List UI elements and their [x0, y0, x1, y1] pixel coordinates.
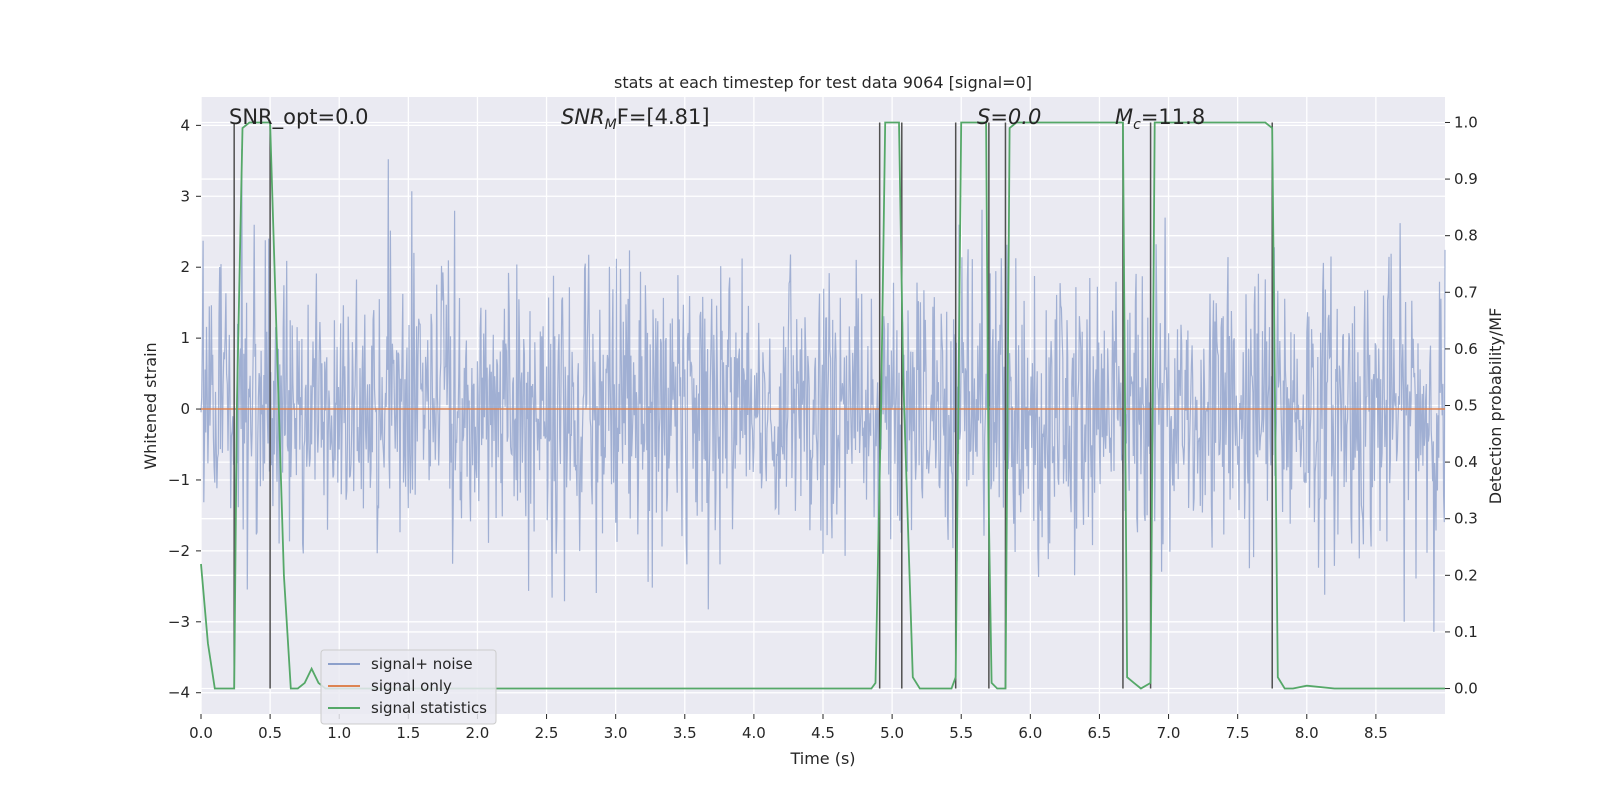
x-tick-label: 0.5	[258, 724, 282, 742]
y2-tick-label: 0.1	[1454, 623, 1478, 641]
noise-series	[200, 149, 1446, 632]
annotation-snr-mf: SNRMF=[4.81]	[561, 105, 710, 133]
y2-tick-label: 0.0	[1454, 680, 1478, 698]
y-axis-label: Whitened strain	[141, 342, 160, 469]
annotation-snr-mf-sub: M	[605, 117, 617, 133]
y-tick-label: 3	[180, 187, 190, 205]
annotation-mc-main: M	[1115, 105, 1133, 129]
y-tick-label: −2	[168, 542, 190, 560]
y2-tick-label: 0.5	[1454, 397, 1478, 415]
legend: signal+ noise signal only signal statist…	[320, 649, 497, 725]
annotation-s: S=0.0	[977, 105, 1041, 129]
y2-tick-label: 0.8	[1454, 227, 1478, 245]
x-tick-label: 4.0	[742, 724, 766, 742]
y-tick-label: 0	[180, 400, 190, 418]
x-tick-label: 7.5	[1226, 724, 1250, 742]
signal-statistics-series	[200, 121, 1445, 690]
x-tick-label: 3.5	[673, 724, 697, 742]
y2-ticks: 1.0 0.9 0.8 0.7 0.6 0.5 0.4 0.3 0.2 0.1 0.0	[1445, 113, 1478, 698]
x-tick-label: 4.5	[811, 724, 835, 742]
x-tick-label: 1.0	[327, 724, 351, 742]
chart-title: stats at each timestep for test data 906…	[614, 73, 1032, 92]
y2-tick-label: 0.2	[1454, 566, 1478, 584]
y2-tick-label: 0.7	[1454, 283, 1478, 301]
x-tick-label: 2.5	[535, 724, 559, 742]
y2-tick-label: 0.9	[1454, 170, 1478, 188]
annotation-snr-mf-main: SNR	[561, 105, 605, 129]
y-tick-label: −1	[168, 471, 190, 489]
annotation-s-text: S=0.0	[977, 105, 1041, 129]
x-tick-label: 8.0	[1295, 724, 1319, 742]
x-tick-label: 1.5	[396, 724, 420, 742]
vertical-markers	[233, 122, 1273, 689]
legend-label-signal: signal only	[371, 677, 452, 695]
annotation-mc-tail: =11.8	[1141, 105, 1205, 129]
legend-box	[320, 649, 497, 725]
noise-line	[200, 149, 1446, 632]
legend-label-stats: signal statistics	[371, 699, 487, 717]
x-tick-label: 0.0	[189, 724, 213, 742]
y2-tick-label: 0.3	[1454, 510, 1478, 528]
annotations: SNR_opt=0.0 SNRMF=[4.81] S=0.0 Mc=11.8	[229, 105, 1205, 133]
x-tick-label: 2.0	[466, 724, 490, 742]
y-tick-label: −3	[168, 613, 190, 631]
y-tick-label: −4	[168, 684, 190, 702]
x-tick-label: 5.5	[949, 724, 973, 742]
x-tick-label: 7.0	[1157, 724, 1181, 742]
statistics-line	[200, 121, 1445, 690]
legend-label-noise: signal+ noise	[371, 655, 473, 673]
y2-tick-label: 1.0	[1454, 113, 1478, 131]
y-tick-label: 2	[180, 258, 190, 276]
annotation-snr-mf-tail: F=[4.81]	[617, 105, 710, 129]
y2-axis-label: Detection probability/MF	[1486, 308, 1505, 505]
y-tick-label: 4	[180, 116, 190, 134]
y2-tick-label: 0.4	[1454, 453, 1478, 471]
y2-tick-label: 0.6	[1454, 340, 1478, 358]
y-ticks: 4 3 2 1 0 −1 −2 −3 −4	[168, 116, 201, 702]
annotation-mc-sub: c	[1133, 117, 1141, 133]
y-tick-label: 1	[180, 329, 190, 347]
x-tick-label: 3.0	[604, 724, 628, 742]
x-tick-label: 6.5	[1088, 724, 1112, 742]
x-tick-label: 5.0	[880, 724, 904, 742]
x-axis-label: Time (s)	[789, 749, 855, 768]
x-tick-label: 6.0	[1018, 724, 1042, 742]
x-ticks: 0.0 0.5 1.0 1.5 2.0 2.5 3.0 3.5 4.0 4.5 5.0 5.5 6.0 6…	[189, 714, 1388, 742]
x-tick-label: 8.5	[1364, 724, 1388, 742]
annotation-mc: Mc=11.8	[1115, 105, 1205, 133]
annotation-snr-opt: SNR_opt=0.0	[229, 105, 369, 130]
